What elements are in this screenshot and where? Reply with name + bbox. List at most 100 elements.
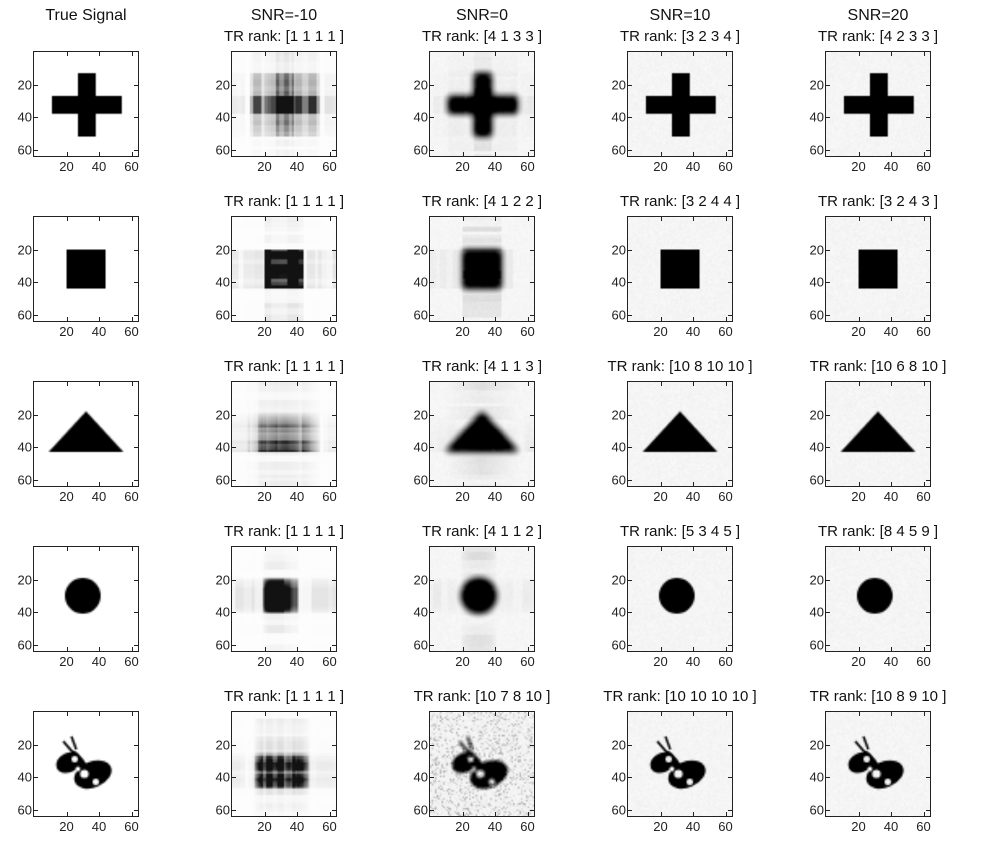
tick-mark-top [660,547,662,551]
tick-mark-top [527,712,529,716]
tick-mark-top [693,217,694,221]
y-tick-label: 20 [809,242,824,257]
tick-mark-bottom [660,647,662,651]
tick-mark-top [329,217,331,221]
plot-image-cross [826,52,930,156]
x-tick-label: 60 [916,324,931,339]
plot-title: TR rank: [1 1 1 1 ] [223,358,345,375]
x-tick-label: 60 [322,159,337,174]
plot-title: TR rank: [1 1 1 1 ] [223,688,345,705]
tick-mark-bottom [264,317,266,321]
x-tick-label: 40 [91,159,107,174]
x-tick-label: 60 [322,654,337,669]
y-tick-label: 60 [215,802,230,817]
tick-mark-top [660,52,662,56]
y-tick-label: 40 [611,274,626,290]
tick-mark-right [926,149,930,151]
y-tick-label: 60 [17,142,32,157]
y-tick-label: 60 [17,802,32,817]
tick-mark-right [926,777,930,778]
tick-mark-left [232,744,236,746]
tick-mark-top [99,547,100,551]
plot-title: TR rank: [1 1 1 1 ] [223,193,345,210]
tick-mark-top [495,382,496,386]
x-tick-label: 40 [289,489,305,504]
tick-mark-right [134,447,138,448]
tick-mark-left [430,777,434,778]
subplot-butterfly-col1: TR rank: [1 1 1 1 ] 20 20 40 40 60 60 [198,685,396,850]
y-tick-label: 40 [809,604,824,620]
tick-mark-left [34,777,38,778]
tick-mark-bottom [462,152,464,156]
tick-mark-left [628,249,632,251]
tick-mark-bottom [99,647,100,651]
x-tick-label: 20 [59,654,74,669]
plot-axes: 20 20 40 40 60 60 [18,51,139,174]
y-tick-label: 60 [809,472,824,487]
y-tick-label: 20 [809,77,824,92]
tick-mark-bottom [891,482,892,486]
plot-axes: 20 20 40 40 60 60 [216,711,337,834]
tick-mark-bottom [264,152,266,156]
y-tick-label: 60 [809,142,824,157]
tick-mark-top [264,382,266,386]
figure-row-triangle: 20 20 40 40 60 60 TR rank: [1 1 1 1 ] 20 20 40 40 6… [0,355,992,520]
subplot-square-col4: TR rank: [3 2 4 3 ] 20 20 40 40 60 60 [792,190,990,355]
plot-axes: 20 20 40 40 60 60 [810,711,931,834]
y-tick-label: 40 [17,604,32,620]
tick-mark-left [34,644,38,646]
y-tick-label: 20 [413,407,428,422]
plot-image-square [628,217,732,321]
y-tick-label: 40 [413,274,428,290]
tick-mark-top [693,547,694,551]
subplot-square-col3: TR rank: [3 2 4 4 ] 20 20 40 40 60 60 [594,190,792,355]
tick-mark-left [34,314,38,316]
tick-mark-left [34,84,38,86]
y-tick-label: 40 [17,109,32,125]
tick-mark-right [728,249,732,251]
tick-mark-top [329,712,331,716]
tick-mark-left [628,149,632,151]
tick-mark-right [926,84,930,86]
plot-image-cross [628,52,732,156]
plot-axes: 20 20 40 40 60 60 [18,711,139,834]
y-tick-label: 60 [17,307,32,322]
x-tick-label: 20 [455,159,470,174]
tick-mark-left [34,414,38,416]
tick-mark-top [891,547,892,551]
x-tick-label: 40 [487,819,503,834]
tick-mark-left [232,809,236,811]
y-tick-label: 20 [809,572,824,587]
plot-image-square [826,217,930,321]
tick-mark-left [430,314,434,316]
tick-mark-right [134,149,138,151]
plot-image-cross [232,52,336,156]
x-tick-label: 60 [520,654,535,669]
tick-mark-bottom [891,152,892,156]
tick-mark-right [728,414,732,416]
x-tick-label: 60 [124,819,139,834]
tick-mark-left [826,84,830,86]
figure-row-circle: 20 20 40 40 60 60 TR rank: [1 1 1 1 ] 20 20 40 40 6… [0,520,992,685]
tick-mark-right [926,249,930,251]
tick-mark-bottom [660,152,662,156]
tick-mark-left [430,447,434,448]
tick-mark-right [134,777,138,778]
tick-mark-bottom [297,482,298,486]
tick-mark-left [34,579,38,581]
subplot-circle-col2: TR rank: [4 1 1 2 ] 20 20 40 40 60 60 [396,520,594,685]
tick-mark-top [891,217,892,221]
tick-mark-bottom [66,317,68,321]
plot-image-circle [232,547,336,651]
tick-mark-top [462,712,464,716]
tick-mark-left [628,777,632,778]
tick-mark-top [923,52,925,56]
tick-mark-right [530,809,534,811]
tick-mark-left [232,644,236,646]
tick-mark-top [264,217,266,221]
tick-mark-left [826,117,830,118]
tick-mark-right [926,644,930,646]
tick-mark-right [728,314,732,316]
tick-mark-top [462,52,464,56]
tick-mark-bottom [131,647,133,651]
